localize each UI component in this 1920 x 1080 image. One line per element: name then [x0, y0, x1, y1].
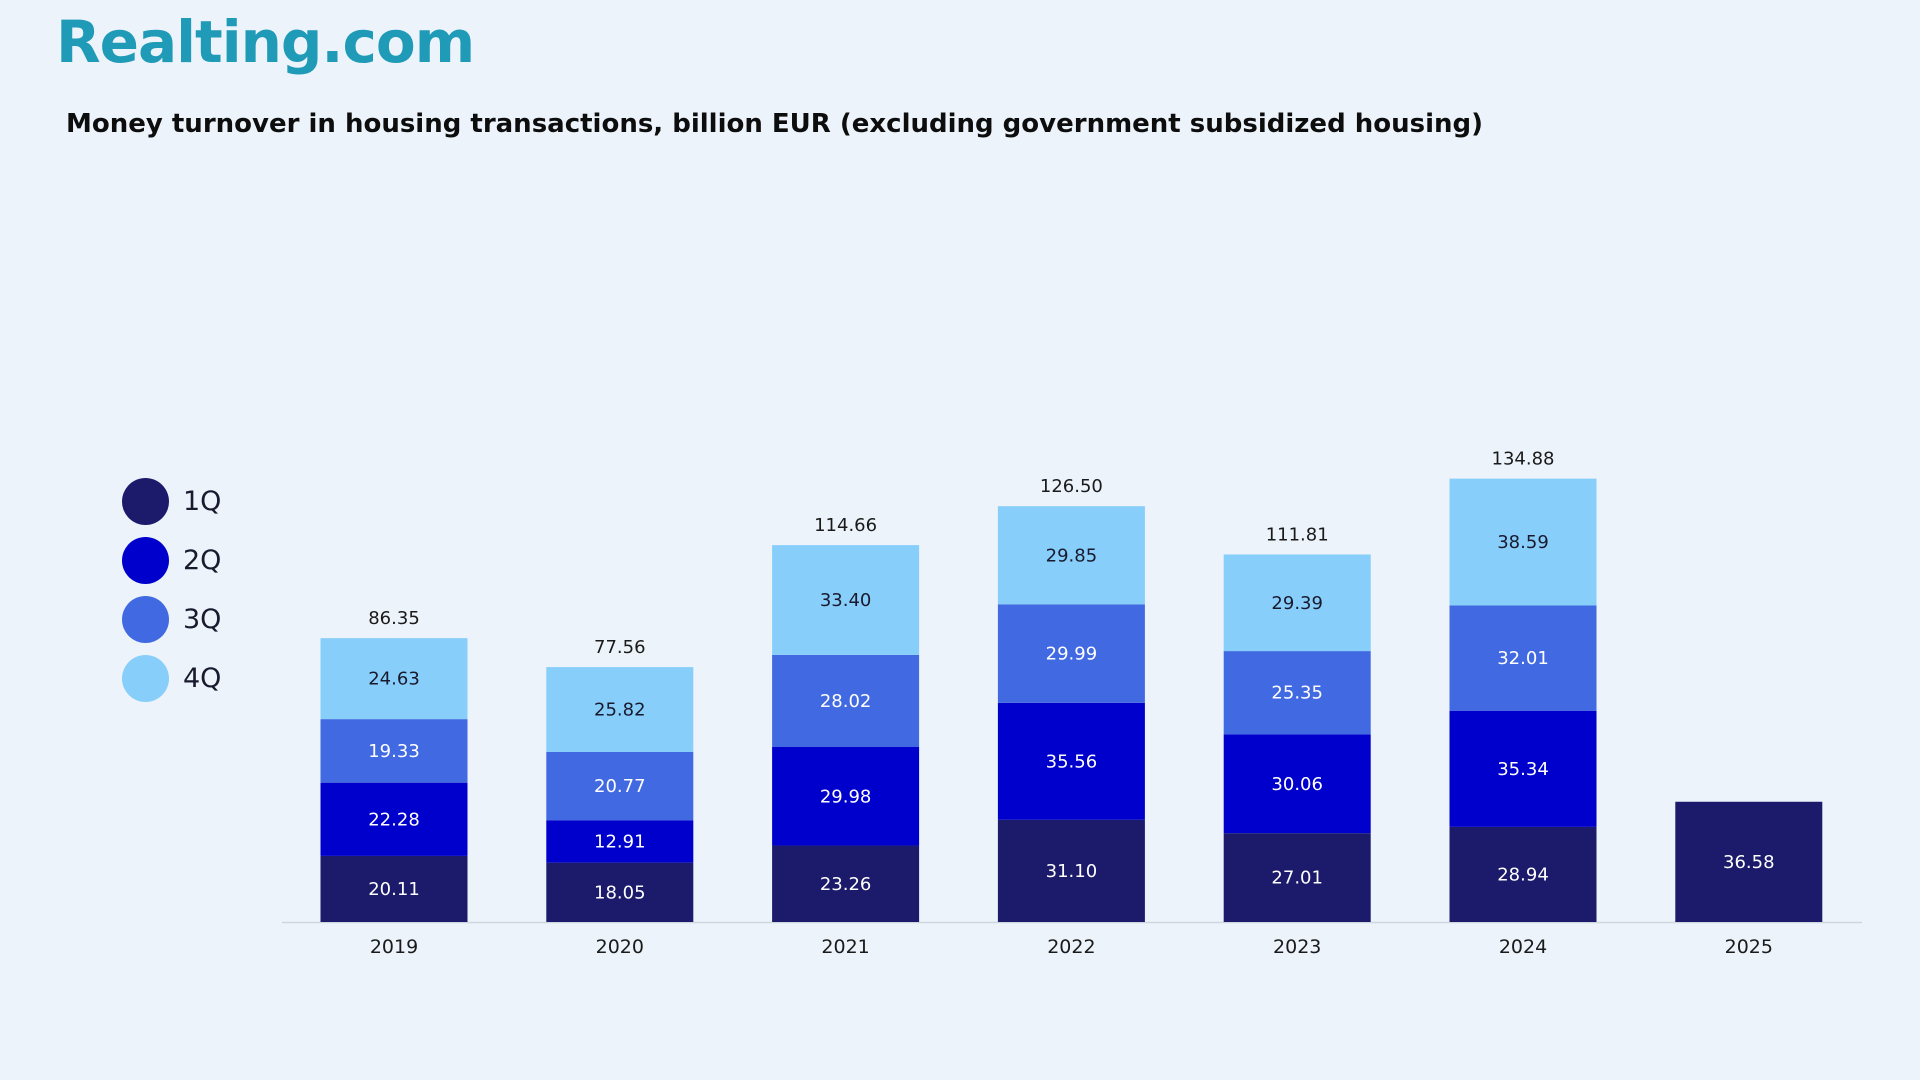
x-tick-2022: 2022 [1047, 936, 1095, 958]
total-label-2019: 86.35 [368, 608, 420, 629]
bar-3q-2019 [320, 719, 468, 783]
bar-label-3q-2022: 29.99 [1046, 644, 1098, 665]
bar-label-4q-2019: 24.63 [368, 669, 420, 690]
total-label-2023: 111.81 [1266, 524, 1329, 545]
bar-label-1q-2024: 28.94 [1497, 864, 1549, 885]
total-label-2020: 77.56 [594, 637, 646, 658]
bar-label-4q-2020: 25.82 [594, 700, 646, 721]
total-label-2024: 134.88 [1492, 449, 1555, 470]
bar-2q-2019 [320, 782, 468, 856]
bar-label-2q-2021: 29.98 [820, 786, 872, 807]
legend-item-2q: 2Q [122, 537, 221, 584]
bar-label-4q-2024: 38.59 [1497, 532, 1549, 553]
x-tick-2025: 2025 [1725, 936, 1773, 958]
bar-label-2q-2023: 30.06 [1271, 774, 1323, 795]
bar-1q-2020 [546, 862, 694, 922]
total-label-2022: 126.50 [1040, 476, 1103, 497]
bar-label-4q-2022: 29.85 [1046, 545, 1098, 566]
legend-swatch-2q [122, 537, 169, 584]
bar-label-1q-2019: 20.11 [368, 879, 420, 900]
legend-item-1q: 1Q [122, 478, 221, 525]
bar-3q-2023 [1223, 651, 1371, 735]
realting-logo[interactable]: Realting.com [56, 8, 475, 76]
bar-2q-2023 [1223, 734, 1371, 834]
bar-label-2q-2019: 22.28 [368, 809, 420, 830]
bar-4q-2023 [1223, 554, 1371, 652]
bar-2q-2021 [772, 747, 920, 846]
x-tick-2024: 2024 [1499, 936, 1547, 958]
bar-label-3q-2021: 28.02 [820, 691, 872, 712]
bar-1q-2021 [772, 845, 920, 922]
total-label-2021: 114.66 [814, 515, 877, 536]
bar-4q-2019 [320, 638, 468, 720]
bar-label-3q-2024: 32.01 [1497, 648, 1549, 669]
bar-2q-2022 [997, 702, 1145, 820]
bar-3q-2021 [772, 654, 920, 748]
bar-1q-2023 [1223, 833, 1371, 922]
legend-item-3q: 3Q [122, 596, 221, 643]
legend-swatch-4q [122, 655, 169, 702]
bar-1q-2025 [1675, 801, 1823, 922]
chart-title: Money turnover in housing transactions, … [66, 109, 1483, 139]
bar-label-1q-2023: 27.01 [1271, 868, 1323, 889]
bar-4q-2020 [546, 667, 694, 752]
bar-2q-2020 [546, 820, 694, 863]
bar-label-2q-2020: 12.91 [594, 831, 646, 852]
x-tick-2020: 2020 [596, 936, 644, 958]
legend-label-2q: 2Q [183, 545, 222, 576]
bar-1q-2019 [320, 855, 468, 922]
bar-3q-2020 [546, 751, 694, 821]
bar-4q-2024 [1449, 478, 1597, 606]
bar-label-2q-2024: 35.34 [1497, 759, 1549, 780]
bar-1q-2022 [997, 819, 1145, 922]
bar-label-2q-2022: 35.56 [1046, 751, 1098, 772]
legend-label-3q: 3Q [183, 604, 222, 635]
bar-4q-2022 [997, 506, 1145, 605]
bar-4q-2021 [772, 545, 920, 655]
legend-swatch-3q [122, 596, 169, 643]
bar-3q-2022 [997, 604, 1145, 703]
legend-swatch-1q [122, 478, 169, 525]
bar-3q-2024 [1449, 605, 1597, 711]
bar-label-1q-2022: 31.10 [1046, 861, 1098, 882]
legend-label-4q: 4Q [183, 663, 222, 694]
bar-label-1q-2020: 18.05 [594, 882, 646, 903]
chart-legend: 1Q 2Q 3Q 4Q [122, 478, 221, 714]
bar-label-4q-2021: 33.40 [820, 590, 872, 611]
bar-label-1q-2021: 23.26 [820, 874, 872, 895]
bar-1q-2024 [1449, 826, 1597, 922]
legend-label-1q: 1Q [183, 486, 222, 517]
bar-label-4q-2023: 29.39 [1271, 593, 1323, 614]
bar-label-3q-2020: 20.77 [594, 776, 646, 797]
bar-2q-2024 [1449, 710, 1597, 827]
bar-label-1q-2025: 36.58 [1723, 852, 1775, 873]
x-tick-2019: 2019 [370, 936, 418, 958]
legend-item-4q: 4Q [122, 655, 221, 702]
x-tick-2023: 2023 [1273, 936, 1321, 958]
bar-label-3q-2023: 25.35 [1271, 683, 1323, 704]
x-tick-2021: 2021 [821, 936, 869, 958]
bar-label-3q-2019: 19.33 [368, 741, 420, 762]
